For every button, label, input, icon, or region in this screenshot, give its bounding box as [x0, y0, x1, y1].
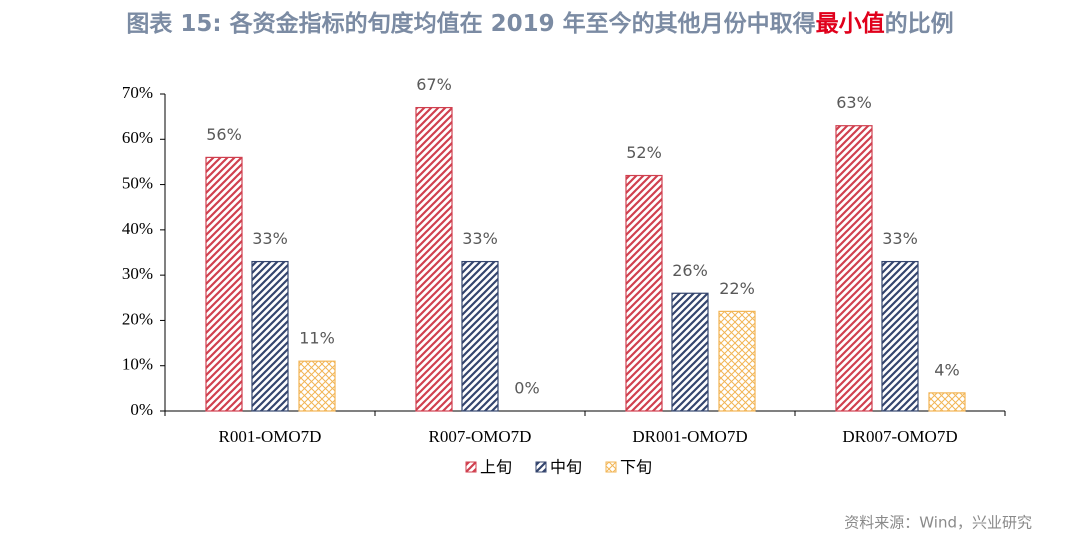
value-label: 26% — [672, 261, 708, 280]
x-tick-label: DR001-OMO7D — [632, 427, 747, 446]
x-tick-label: R001-OMO7D — [219, 427, 322, 446]
legend-swatch — [605, 461, 617, 473]
value-label: 33% — [462, 229, 498, 248]
bar — [251, 260, 289, 412]
legend-label: 下旬 — [620, 458, 652, 477]
bar — [625, 174, 663, 412]
value-label: 56% — [206, 125, 242, 144]
bar — [461, 260, 499, 412]
y-tick-label: 50% — [122, 173, 153, 192]
value-label: 52% — [626, 143, 662, 162]
y-tick-label: 30% — [122, 264, 153, 283]
chart-title: 图表 15: 各资金指标的旬度均值在 2019 年至今的其他月份中取得最小值的比… — [126, 10, 953, 37]
bar — [415, 106, 453, 412]
bar — [205, 156, 243, 412]
bar — [835, 125, 873, 412]
bar — [671, 292, 709, 412]
value-label: 0% — [514, 379, 539, 398]
legend-swatch — [535, 461, 547, 473]
y-tick-label: 0% — [130, 400, 153, 419]
value-label: 4% — [934, 360, 959, 379]
value-label: 33% — [882, 229, 918, 248]
value-label: 67% — [416, 75, 452, 94]
value-label: 11% — [299, 329, 335, 348]
value-label: 63% — [836, 93, 872, 112]
bar — [298, 360, 336, 412]
bar — [881, 260, 919, 412]
x-tick-label: R007-OMO7D — [429, 427, 532, 446]
legend-swatch — [465, 461, 477, 473]
y-tick-label: 70% — [122, 83, 153, 102]
title-part: 的比例 — [885, 10, 954, 37]
source: 资料来源：Wind，兴业研究 — [844, 514, 1032, 532]
title-part: 图表 15: 各资金指标的旬度均值在 2019 年至今的其他月份中取得 — [126, 10, 815, 37]
legend-label: 中旬 — [550, 458, 582, 477]
value-label: 33% — [252, 229, 288, 248]
bar — [928, 392, 966, 412]
title-part: 最小值 — [816, 10, 885, 37]
y-tick-label: 60% — [122, 128, 153, 147]
y-tick-label: 40% — [122, 219, 153, 238]
y-tick-label: 10% — [122, 355, 153, 374]
x-tick-label: DR007-OMO7D — [842, 427, 957, 446]
legend-label: 上旬 — [480, 458, 512, 477]
y-tick-label: 20% — [122, 309, 153, 328]
bar — [718, 310, 756, 412]
value-label: 22% — [719, 279, 755, 298]
